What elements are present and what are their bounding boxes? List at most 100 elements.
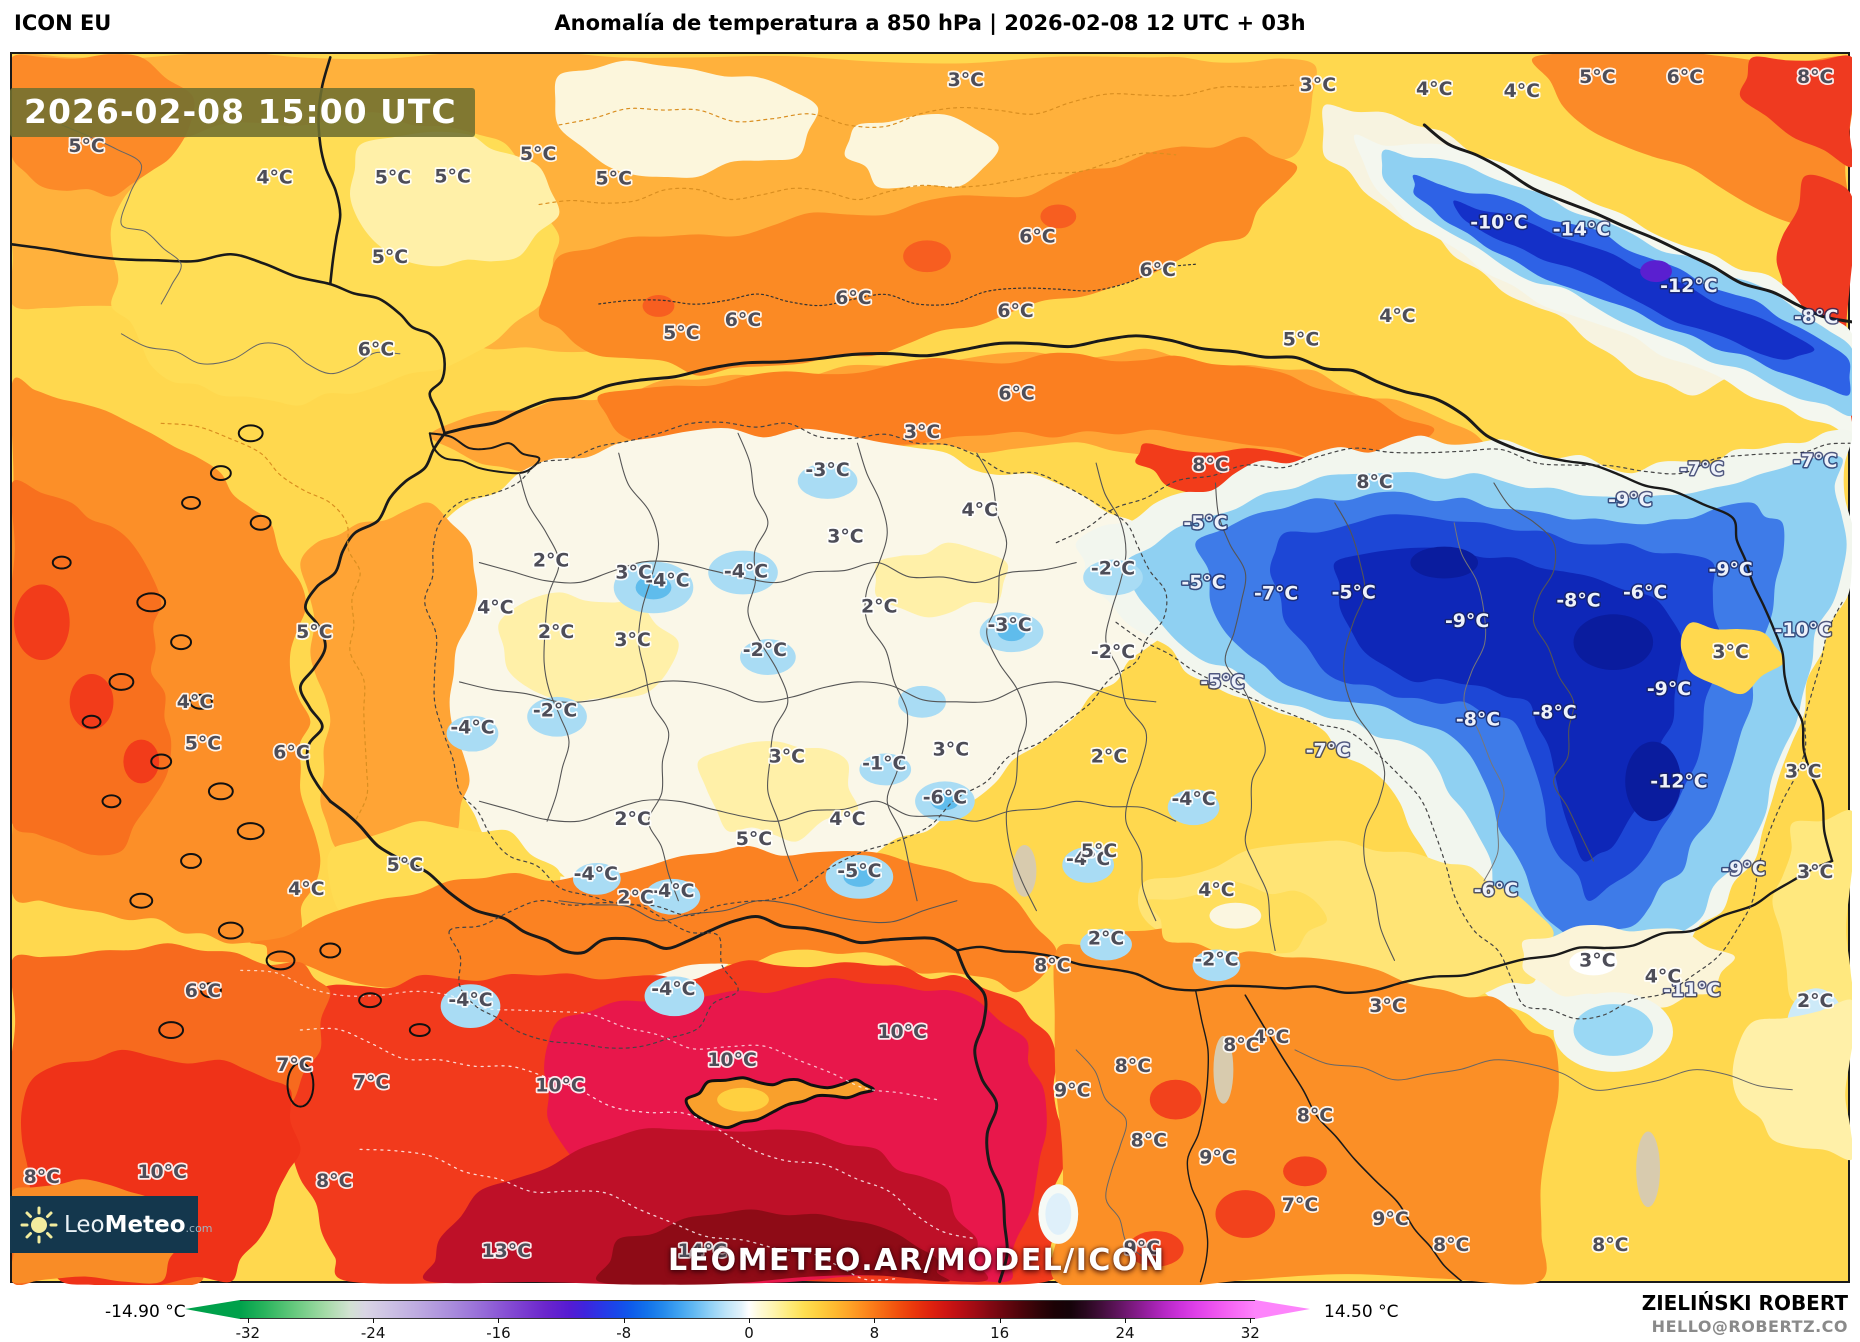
island-outline (286, 1061, 315, 1108)
border-line (737, 432, 799, 882)
border-line (428, 432, 541, 475)
temperature-label: 5°C (375, 167, 411, 189)
border-line (1294, 1049, 1793, 1091)
temperature-label: 3°C (1785, 760, 1821, 782)
temperature-label: 9°C (1199, 1146, 1235, 1168)
map-region (644, 878, 701, 915)
colorbar-gradient[interactable] (240, 1300, 1255, 1319)
temperature-label: 6°C (185, 980, 221, 1002)
temperature-label: 4°C (1198, 879, 1234, 901)
map-region (797, 463, 858, 499)
leometeo-logo[interactable]: LeoMeteo.com (10, 1196, 213, 1253)
temperature-label: -4°C (724, 561, 768, 583)
colorbar-tick (373, 1318, 375, 1323)
colorbar-tick (749, 1318, 751, 1323)
map-region (349, 131, 560, 267)
temperature-label: 7°C (353, 1072, 389, 1094)
author-email[interactable]: HELLO@ROBERTZ.CO (1651, 1317, 1848, 1336)
temperature-label: 8°C (316, 1170, 352, 1192)
temperature-label: 2°C (1088, 928, 1124, 950)
island-outline (136, 592, 167, 613)
temperature-label: 8°C (1797, 66, 1833, 88)
border-line (976, 452, 1037, 912)
temperature-label: 2°C (533, 550, 569, 572)
temperature-label: -4°C (645, 569, 689, 591)
temperature-label: 2°C (861, 595, 897, 617)
temperature-label: 3°C (1579, 949, 1615, 971)
map-region (844, 113, 999, 189)
map-region (740, 639, 796, 675)
temperature-label: 3°C (1300, 74, 1336, 96)
colorbar-tick-label: 32 (1240, 1324, 1260, 1342)
temperature-label: -14°C (1553, 218, 1610, 240)
temperature-label: 6°C (725, 309, 761, 331)
island-outline (217, 921, 244, 940)
temperature-label: 5°C (663, 322, 699, 344)
island-outline (189, 693, 213, 710)
temperature-label: 4°C (288, 878, 324, 900)
border-line (1334, 502, 1396, 961)
temperature-label: 5°C (1081, 840, 1117, 862)
border-line (443, 334, 1516, 450)
border-line (955, 948, 1009, 1284)
colorbar-tick (623, 1318, 625, 1323)
island-outline (129, 892, 154, 909)
map-region (1283, 1156, 1327, 1187)
temperature-label: 4°C (1504, 80, 1540, 102)
temperature-label: -9°C (1608, 489, 1652, 511)
island-outline (265, 950, 296, 971)
temperature-label: 6°C (1667, 66, 1703, 88)
temperature-label: 6°C (997, 300, 1033, 322)
temperature-label: 8°C (1223, 1034, 1259, 1056)
map-region (859, 753, 912, 786)
colorbar-tick (874, 1318, 876, 1323)
border-line (1244, 994, 1463, 1283)
temperature-label: 13°C (482, 1240, 532, 1262)
temperature-label: 9°C (1054, 1080, 1090, 1102)
map-region (1192, 949, 1241, 982)
colorbar-tick-label: 16 (990, 1324, 1010, 1342)
temperature-label: -9°C (1721, 858, 1765, 880)
map-region (1573, 1004, 1654, 1056)
island-outline (249, 514, 272, 531)
temperature-label: -8°C (1532, 702, 1576, 724)
map-region (1127, 1230, 1184, 1267)
temperature-label: 8°C (24, 1166, 60, 1188)
temperature-label: -8°C (1456, 709, 1500, 731)
temperature-label: 5°C (736, 828, 772, 850)
temperature-label: 3°C (614, 629, 650, 651)
map-region (1453, 200, 1815, 360)
temperature-label: -4°C (448, 989, 492, 1011)
colorbar-tick (1250, 1318, 1252, 1323)
map-region (997, 623, 1026, 642)
map-region (446, 715, 499, 752)
temperature-label: 5°C (596, 168, 632, 190)
map-region (642, 295, 675, 317)
temperature-label: -7°C (1680, 458, 1724, 480)
colorbar-max-value: 14.50 °C (1324, 1302, 1399, 1322)
colorbar-tick-label: -32 (235, 1324, 261, 1342)
temperature-label: 2°C (614, 808, 650, 830)
temperature-label: -12°C (1660, 275, 1717, 297)
valid-time-stamp: 2026-02-08 15:00 UTC (10, 88, 475, 137)
temperature-label: -10°C (1775, 619, 1832, 641)
map-region (644, 976, 705, 1017)
temperature-label: 6°C (835, 287, 871, 309)
temperature-label: 9°C (1124, 1237, 1160, 1259)
colorbar-right-arrow (1255, 1300, 1310, 1319)
border-line (1186, 989, 1210, 1283)
map-region (572, 862, 621, 895)
temperature-label: 8°C (1034, 954, 1070, 976)
temperature-label: -3°C (805, 459, 849, 481)
model-name: ICON EU (14, 11, 112, 35)
map-region (123, 739, 160, 784)
map-region (300, 502, 478, 881)
map-canvas[interactable]: 5°C 4°C 5°C 5°C 5°C 5°C 3°C 3°C 4°C 4°C 5°C 6°C 8°C 5… (10, 52, 1852, 1285)
map-region (498, 592, 679, 703)
temperature-label: -2°C (1091, 641, 1135, 663)
temperature-label: -6°C (1474, 879, 1518, 901)
island-outline (51, 555, 72, 570)
sun-icon (20, 1206, 58, 1244)
temperature-label: 10°C (137, 1161, 187, 1183)
map-region (1680, 622, 1785, 695)
